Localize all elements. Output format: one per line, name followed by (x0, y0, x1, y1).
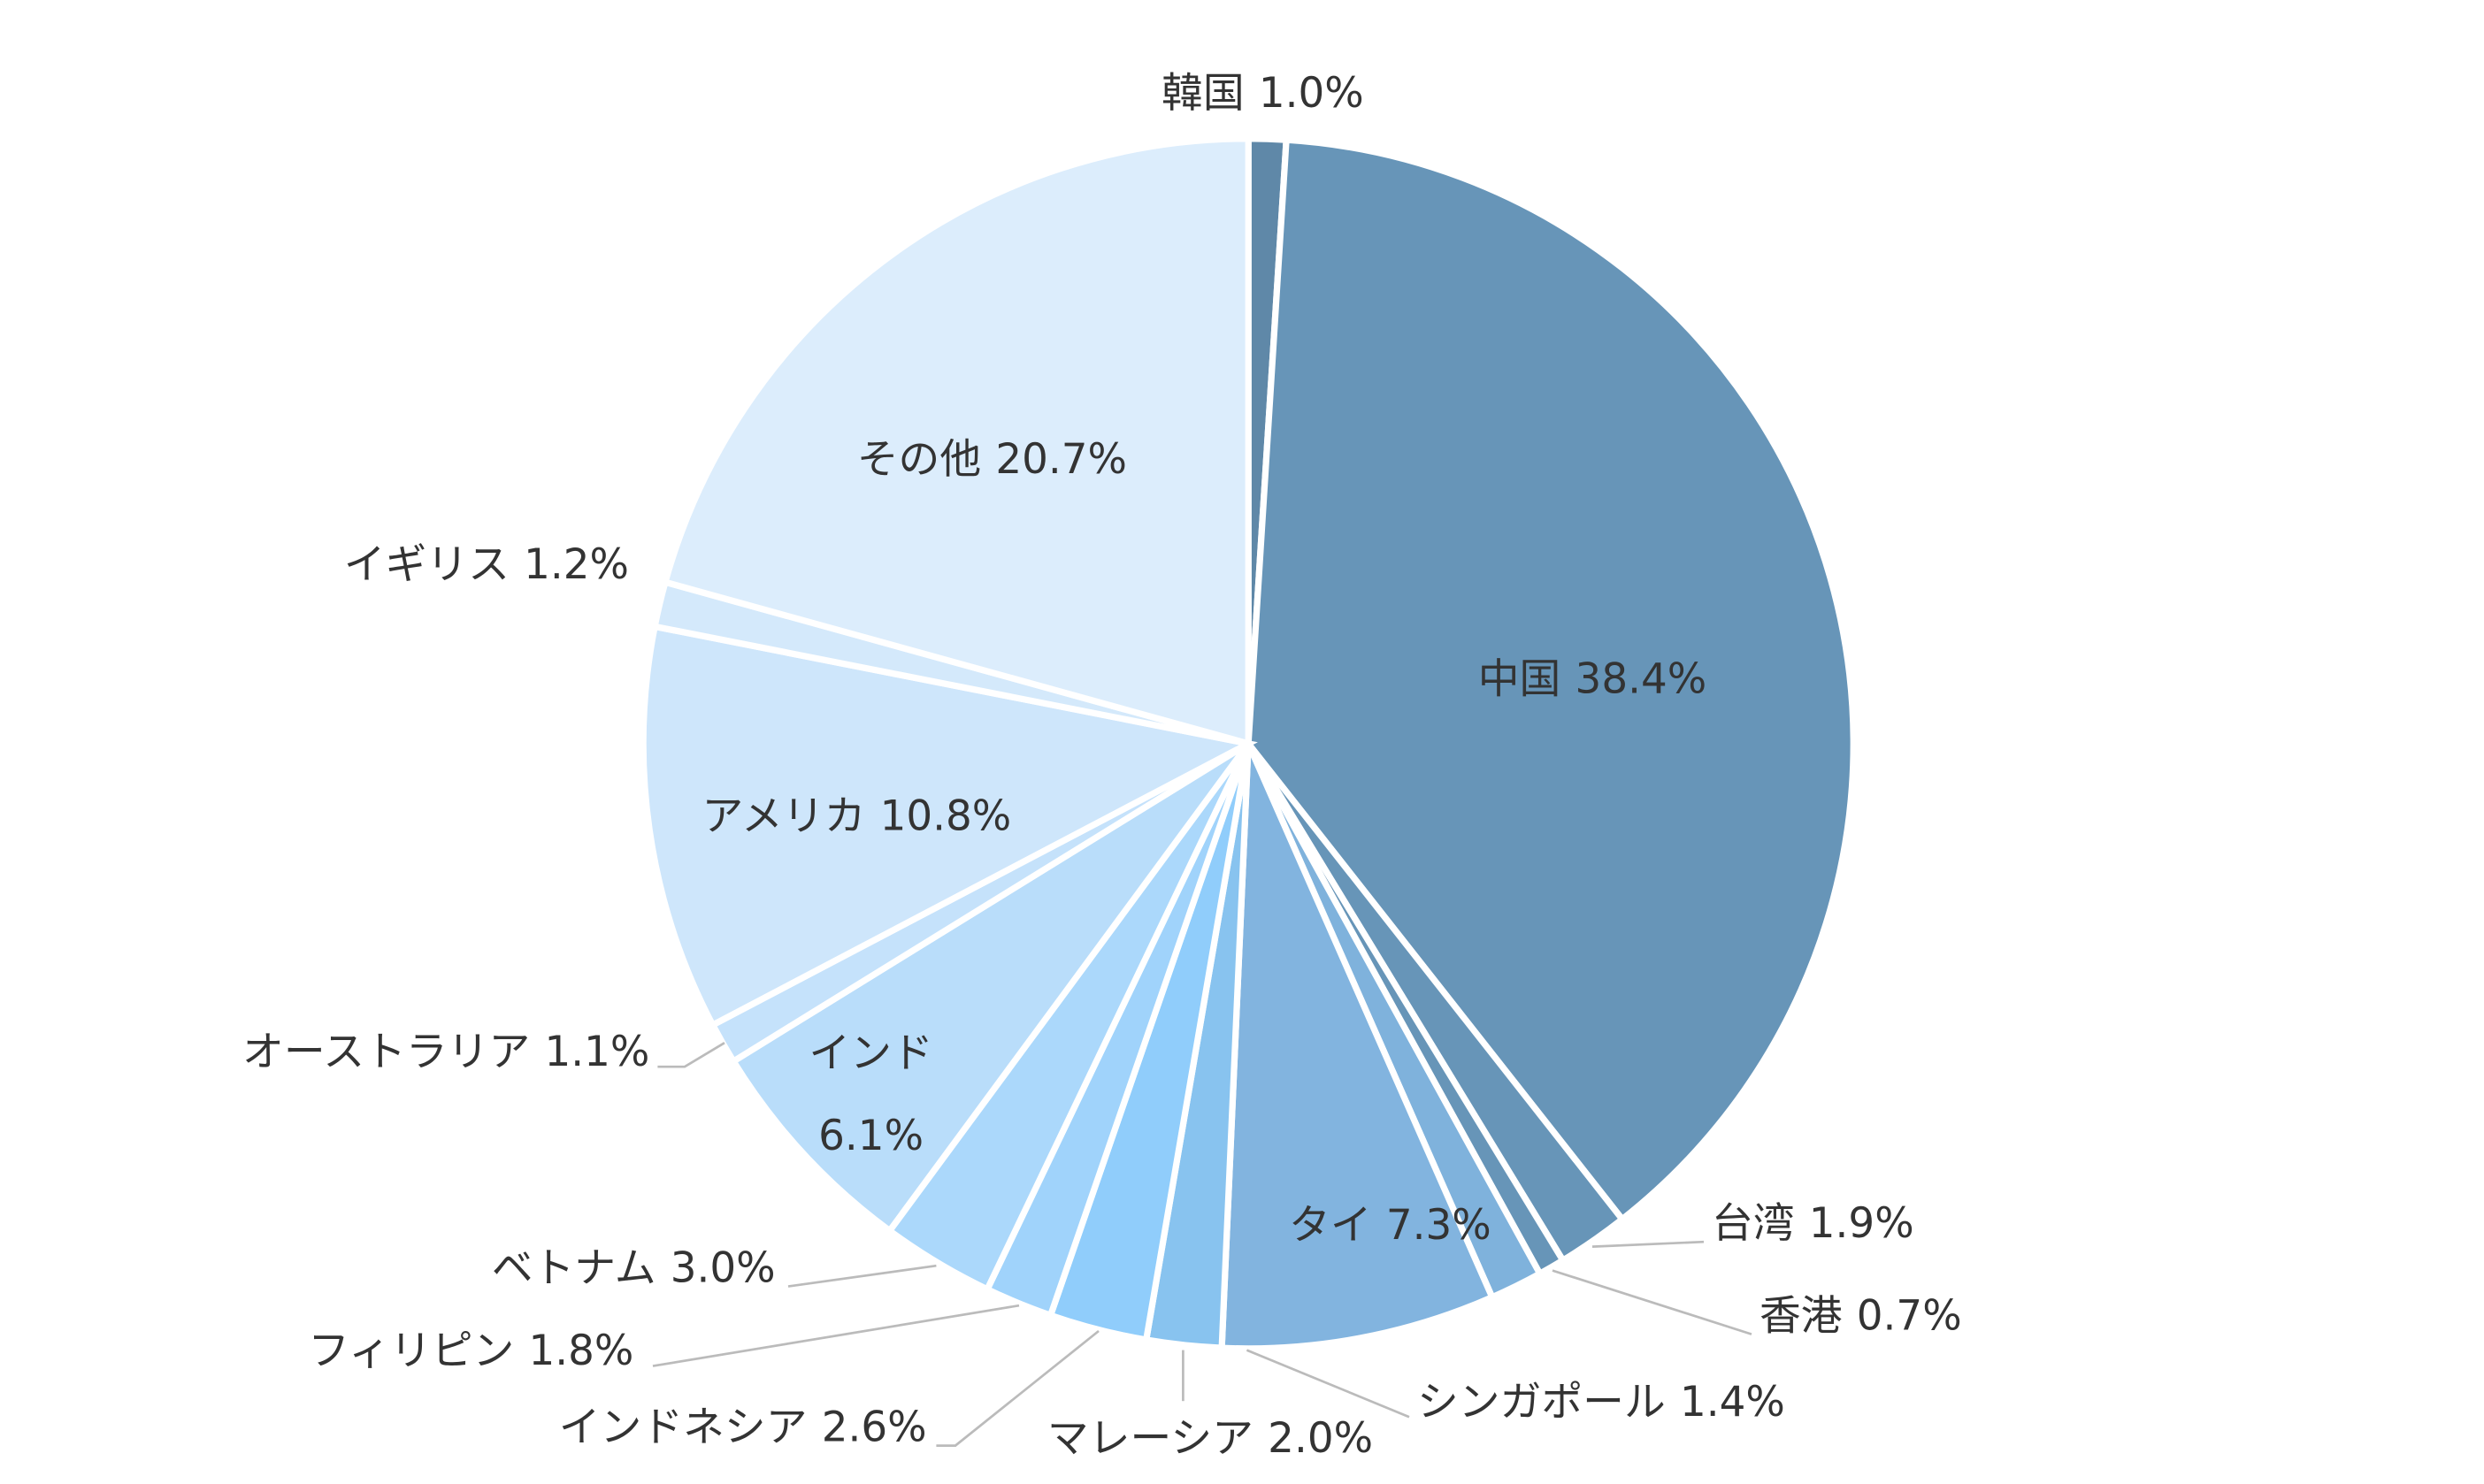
pie-slice (640, 623, 1258, 1029)
pie-slice (661, 135, 1252, 748)
pie-slice (729, 740, 1252, 1235)
label-category: イギリス (344, 541, 510, 589)
label-category: マレーシア (1047, 1415, 1254, 1463)
slice-label: ベトナム 3.0% (492, 1244, 776, 1292)
slice-label: 台湾 1.9% (1712, 1200, 1914, 1248)
label-value: 38.4% (1576, 655, 1707, 703)
label-category: 台湾 (1712, 1200, 1795, 1248)
label-value: 2.0% (1268, 1415, 1373, 1463)
label-value: 1.2% (524, 541, 629, 589)
label-category: タイ (1289, 1202, 1372, 1250)
leader-line (1246, 1349, 1410, 1419)
leader-line (1591, 1240, 1705, 1248)
label-category: 中国 (1478, 655, 1561, 703)
label-value: 0.7% (1857, 1292, 1962, 1340)
leader-line (657, 1042, 725, 1068)
slice-label: 韓国 1.0% (1162, 70, 1364, 118)
slice-label: オーストラリア 1.1% (242, 1028, 649, 1075)
label-category: フィリピン (308, 1327, 514, 1375)
slice-label: 香港 0.7% (1760, 1292, 1962, 1340)
slice-label: イギリス 1.2% (344, 541, 629, 589)
label-value: 1.0% (1259, 70, 1364, 118)
slice-label: シンガポール 1.4% (1417, 1378, 1785, 1426)
slice-label: マレーシア 2.0% (1047, 1415, 1373, 1463)
label-value: 20.7% (995, 436, 1127, 484)
label-value: 3.0% (671, 1244, 776, 1292)
label-category: 香港 (1760, 1292, 1843, 1340)
slice-label: その他 20.7% (857, 436, 1127, 484)
label-category: インドネシア (559, 1404, 808, 1451)
label-category: シンガポール (1417, 1378, 1666, 1426)
slice-label: 中国 38.4% (1478, 655, 1706, 703)
slice-label: インド 6.1% (809, 1029, 932, 1160)
slice-label: フィリピン 1.8% (308, 1327, 633, 1375)
label-category: アメリカ (702, 792, 866, 840)
pie-slice (1245, 136, 1857, 1224)
label-value: 6.1% (818, 1113, 924, 1160)
label-category: オーストラリア (242, 1028, 530, 1075)
pie-slice (1218, 742, 1497, 1352)
slice-label: アメリカ 10.8% (702, 792, 1012, 840)
label-value: 1.9% (1809, 1200, 1914, 1248)
label-value: 10.8% (880, 792, 1012, 840)
leader-line (787, 1264, 937, 1288)
label-category: その他 (857, 436, 981, 484)
label-value: 1.1% (545, 1028, 650, 1075)
label-value: 1.4% (1680, 1378, 1785, 1426)
leader-line (652, 1304, 1020, 1367)
leader-line (936, 1329, 1100, 1447)
leader-line (1552, 1269, 1752, 1335)
label-category: ベトナム (492, 1244, 656, 1292)
label-category: インド (809, 1029, 932, 1077)
label-value: 1.8% (529, 1327, 634, 1375)
label-value: 7.3% (1386, 1202, 1491, 1250)
label-category: 韓国 (1162, 70, 1245, 118)
slice-label: インドネシア 2.6% (559, 1404, 927, 1451)
slice-label: タイ 7.3% (1289, 1202, 1491, 1250)
label-value: 2.6% (822, 1404, 927, 1451)
